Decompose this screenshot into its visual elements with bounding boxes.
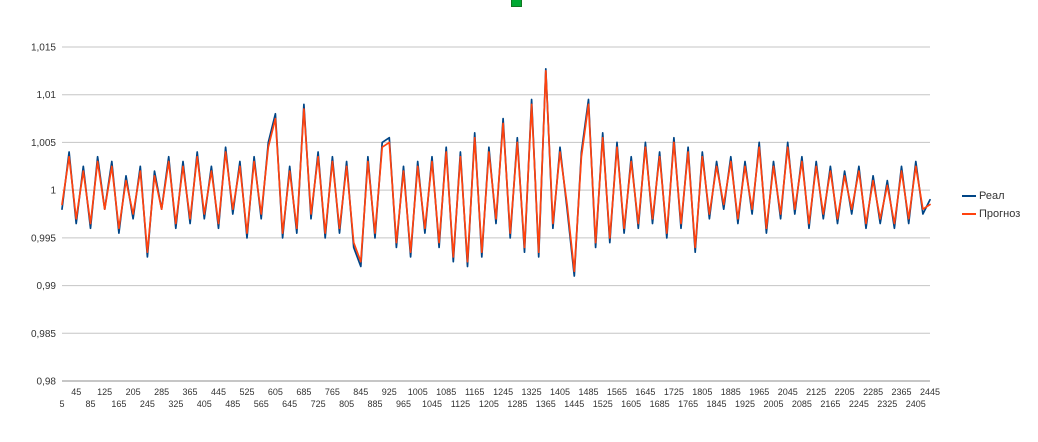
series-line-1[interactable] [61, 70, 931, 273]
x-tick-label: 565 [254, 399, 269, 409]
x-tick-label: 1805 [692, 387, 712, 397]
x-tick-label: 2245 [849, 399, 869, 409]
x-tick-label: 1365 [536, 399, 556, 409]
x-tick-label: 1565 [607, 387, 627, 397]
x-tick-label: 2005 [763, 399, 783, 409]
x-tick-label: 2285 [863, 387, 883, 397]
x-tick-label: 45 [71, 387, 81, 397]
y-tick-label: 0,98 [37, 377, 57, 388]
plot-area[interactable]: 0,98 0,985 0,99 0,995 1 1,005 1,01 1,015 45 125 20… [0, 0, 950, 425]
legend-item-prognoz[interactable]: Прогноз [962, 208, 1020, 220]
x-tick-label: 685 [296, 387, 311, 397]
x-tick-label: 2405 [906, 399, 926, 409]
x-tick-label: 2445 [920, 387, 940, 397]
x-tick-label: 1885 [721, 387, 741, 397]
x-tick-label: 1725 [664, 387, 684, 397]
x-tick-label: 845 [353, 387, 368, 397]
x-tick-label: 1925 [735, 399, 755, 409]
x-tick-label: 1085 [436, 387, 456, 397]
legend-line-prognoz-icon [962, 213, 976, 215]
x-tick-label: 885 [368, 399, 383, 409]
x-tick-label: 2325 [877, 399, 897, 409]
x-tick-label: 365 [183, 387, 198, 397]
x-tick-label: 2045 [778, 387, 798, 397]
x-tick-label: 2085 [792, 399, 812, 409]
y-tick-label: 0,995 [31, 233, 56, 244]
green-marker [511, 0, 522, 7]
x-tick-label: 1645 [635, 387, 655, 397]
x-tick-label: 1845 [707, 399, 727, 409]
x-tick-label: 1965 [749, 387, 769, 397]
y-tick-label: 1 [50, 186, 56, 197]
x-tick-label: 1605 [621, 399, 641, 409]
x-tick-label: 525 [239, 387, 254, 397]
x-tick-label: 645 [282, 399, 297, 409]
y-tick-label: 1,01 [37, 90, 57, 101]
x-tick-label: 325 [168, 399, 183, 409]
legend: Реал Прогноз [962, 190, 1020, 220]
x-tick-label: 1685 [650, 399, 670, 409]
x-tick-label: 2125 [806, 387, 826, 397]
x-tick-label: 1765 [678, 399, 698, 409]
x-tick-label: 485 [225, 399, 240, 409]
y-tick-label: 1,005 [31, 138, 56, 149]
legend-line-real-icon [962, 195, 976, 197]
legend-label-prognoz: Прогноз [979, 208, 1021, 220]
x-tick-label: 165 [111, 399, 126, 409]
legend-item-real[interactable]: Реал [962, 190, 1020, 202]
x-tick-label: 965 [396, 399, 411, 409]
x-tick-label: 1485 [578, 387, 598, 397]
x-tick-label: 925 [382, 387, 397, 397]
x-tick-label: 1525 [593, 399, 613, 409]
x-tick-label: 1045 [422, 399, 442, 409]
x-tick-label: 245 [140, 399, 155, 409]
x-tick-label: 125 [97, 387, 112, 397]
x-tick-label: 1205 [479, 399, 499, 409]
y-tick-label: 0,985 [31, 329, 56, 340]
y-tick-label: 0,99 [37, 281, 57, 292]
x-tick-label: 1445 [564, 399, 584, 409]
x-tick-label: 725 [311, 399, 326, 409]
x-tick-label: 2365 [892, 387, 912, 397]
x-tick-label: 1245 [493, 387, 513, 397]
x-tick-label: 1005 [408, 387, 428, 397]
x-tick-label: 765 [325, 387, 340, 397]
x-tick-label: 1165 [465, 387, 484, 397]
x-tick-label: 5 [59, 399, 64, 409]
x-tick-label: 205 [126, 387, 141, 397]
y-tick-label: 1,015 [31, 43, 56, 54]
x-tick-label: 1325 [522, 387, 542, 397]
x-tick-label: 1125 [451, 399, 470, 409]
x-tick-label: 2165 [820, 399, 840, 409]
x-tick-label: 405 [197, 399, 212, 409]
x-tick-label: 805 [339, 399, 354, 409]
legend-label-real: Реал [979, 190, 1005, 202]
x-tick-label: 1285 [507, 399, 527, 409]
x-tick-label: 285 [154, 387, 169, 397]
x-tick-label: 1405 [550, 387, 570, 397]
x-tick-label: 445 [211, 387, 226, 397]
x-tick-label: 605 [268, 387, 283, 397]
x-tick-label: 2205 [835, 387, 855, 397]
x-tick-label: 85 [85, 399, 95, 409]
